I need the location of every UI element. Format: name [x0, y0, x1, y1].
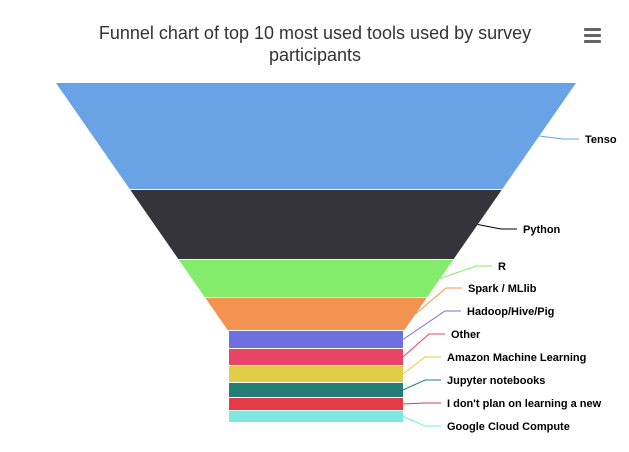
data-label: Hadoop/Hive/Pig	[467, 306, 554, 318]
connector-line	[539, 135, 579, 140]
funnel-segment[interactable]	[229, 398, 403, 410]
connector-line	[477, 224, 517, 230]
data-label: Jupyter notebooks	[447, 375, 545, 387]
funnel-segment[interactable]	[229, 411, 403, 422]
funnel-segment[interactable]	[178, 260, 454, 297]
connector-line	[402, 416, 441, 427]
hamburger-menu-icon[interactable]	[584, 28, 606, 46]
data-label: Tenso	[585, 134, 617, 146]
funnel-segment[interactable]	[229, 366, 403, 382]
connector-line	[415, 287, 462, 315]
data-label: Amazon Machine Learning	[447, 352, 586, 364]
connector-line	[402, 356, 441, 375]
connector-line	[402, 379, 441, 391]
funnel-segment[interactable]	[229, 383, 403, 397]
data-label: I don't plan on learning a new	[447, 398, 602, 410]
funnel-segment[interactable]	[205, 298, 427, 330]
funnel-segment[interactable]	[229, 349, 403, 365]
funnel-segment[interactable]	[56, 83, 576, 189]
connector-line	[402, 402, 441, 405]
connector-line	[402, 310, 461, 340]
connector-line	[402, 333, 445, 358]
funnel-segment[interactable]	[228, 331, 404, 348]
funnel-segment[interactable]	[130, 190, 502, 259]
data-label: Spark / MLlib	[468, 283, 537, 295]
chart-title: Funnel chart of top 10 most used tools u…	[98, 23, 532, 65]
connector-line	[440, 265, 492, 279]
data-label: Python	[523, 224, 561, 236]
data-label: R	[498, 261, 506, 273]
data-label: Other	[451, 329, 481, 341]
data-label: Google Cloud Compute	[447, 421, 570, 433]
